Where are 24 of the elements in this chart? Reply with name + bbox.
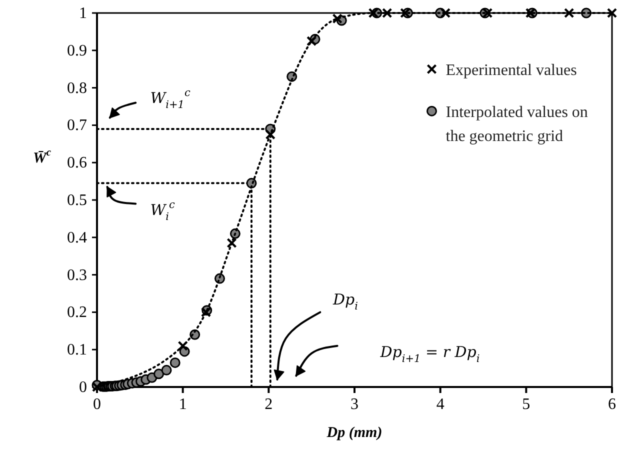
x-tick-label: 0 — [93, 396, 101, 413]
x-tick-label: 4 — [436, 396, 444, 413]
y-tick-label: 0.1 — [67, 342, 87, 359]
y-tick-label: 0.2 — [67, 304, 87, 322]
y-tick-label: 0.3 — [67, 266, 87, 284]
x-axis-title: Dp (mm) — [326, 425, 382, 441]
legend-label: Experimental values — [446, 62, 577, 80]
y-axis-title: W̄$^{c}$ — [32, 148, 52, 167]
y-tick-label: 0.5 — [67, 192, 87, 209]
y-tick-label: 0.9 — [67, 42, 87, 60]
x-tick-label: 2 — [264, 396, 273, 413]
legend-label: Interpolated values on the geometric grid — [446, 104, 588, 146]
annotation: Dp$_{i+1}$ = r Dp$_{i}$ — [379, 343, 480, 366]
y-tick-label: 0 — [79, 379, 87, 396]
x-tick-label: 5 — [522, 396, 530, 413]
y-tick-label: 0.6 — [67, 154, 87, 172]
x-tick-label: 1 — [178, 396, 187, 413]
y-tick-label: 1 — [79, 5, 87, 22]
x-tick-label: 3 — [350, 396, 358, 413]
y-tick-label: 0.4 — [67, 229, 87, 246]
x-tick-label: 6 — [608, 396, 616, 413]
annotation: Dp$_{i}$ — [332, 290, 358, 313]
y-tick-label: 0.8 — [67, 80, 87, 97]
y-tick-label: 0.7 — [67, 117, 87, 134]
